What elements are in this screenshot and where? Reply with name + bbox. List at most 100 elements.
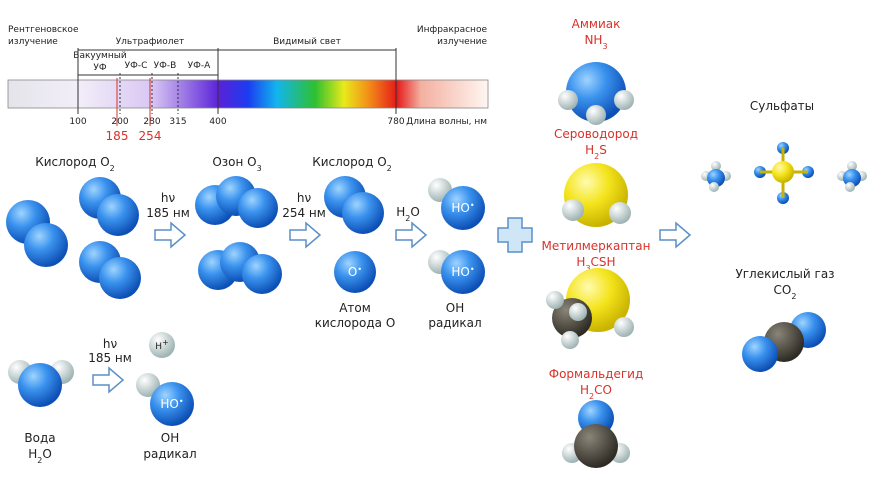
atom [242, 254, 282, 294]
pollutant-formula: H2CO [580, 383, 612, 401]
atom [709, 182, 719, 192]
tick-label: 400 [209, 117, 226, 127]
arrow [92, 367, 124, 393]
formula-part: 2 [37, 456, 42, 465]
label: УФ [93, 63, 106, 73]
formula-part: HO [160, 397, 178, 411]
label: Вода [24, 431, 55, 445]
atom [238, 188, 278, 228]
formula-part: HO [451, 201, 469, 215]
atom [586, 105, 606, 125]
label: УФ-С [125, 61, 148, 71]
atom [609, 202, 631, 224]
label: 185 нм [146, 206, 190, 220]
formula-part: • [357, 265, 362, 274]
formula-part: O [42, 447, 51, 461]
arrow [395, 222, 427, 248]
atom [97, 194, 139, 236]
formula-part: 2 [791, 292, 796, 301]
formula-part: CO [774, 283, 792, 297]
formula-part: Кислород O [312, 155, 386, 169]
label: hν [161, 191, 176, 205]
atom [149, 332, 175, 358]
formula-part: 3 [585, 264, 590, 273]
lamp-line-label: 185 [106, 129, 129, 143]
atom [150, 382, 194, 426]
tick-label: 200 [111, 117, 128, 127]
label: hν [297, 191, 312, 205]
pollutant-formula: H3CSH [576, 255, 615, 273]
atom [566, 62, 626, 122]
formula-part: • [470, 265, 475, 274]
atom [561, 331, 579, 349]
label: hν [103, 337, 118, 351]
lamp-line-label: 254 [139, 129, 162, 143]
atom-label: HO• [451, 265, 474, 280]
formula-part: CSH [591, 255, 616, 269]
tick-label: 780 [387, 117, 404, 127]
tick-label: 315 [169, 117, 186, 127]
label: 254 нм [282, 206, 326, 220]
arrow [289, 222, 321, 248]
atom [569, 303, 587, 321]
formula-part: S [599, 143, 607, 157]
product-formula: CO2 [774, 283, 797, 301]
atom-label: HO• [160, 397, 183, 412]
atom [342, 192, 384, 234]
formula-part: Кислород O [35, 155, 109, 169]
atom [845, 182, 855, 192]
atom-label: H+ [155, 338, 168, 353]
formula-part: 2 [110, 164, 115, 173]
formula-part: • [179, 397, 184, 406]
label: 185 нм [88, 351, 132, 365]
label: излучение [437, 37, 487, 47]
atom [574, 424, 618, 468]
molecule-name: Кислород O2 [312, 155, 392, 173]
pollutant-formula: H2S [585, 143, 607, 161]
tick-label: 280 [143, 117, 160, 127]
atom [18, 363, 62, 407]
atom [441, 250, 485, 294]
formula-part: H [28, 447, 37, 461]
formula-part: HO [451, 265, 469, 279]
label: Ультрафиолет [116, 37, 185, 47]
label: радикал [428, 316, 481, 330]
atom [711, 161, 721, 171]
label: OH [161, 431, 179, 445]
formula-part: 3 [257, 164, 262, 173]
arrow-label: H2O [396, 205, 420, 223]
formula-part: 3 [602, 42, 607, 51]
label: Вакуумный [73, 51, 127, 61]
label: OH [446, 301, 464, 315]
atom [558, 90, 578, 110]
product-name: Углекислый газ [735, 267, 834, 281]
label: излучение [8, 37, 58, 47]
atom [562, 199, 584, 221]
pollutant-name: Сероводород [554, 127, 638, 141]
atom [546, 291, 564, 309]
arrow [659, 222, 691, 248]
atom [334, 251, 376, 293]
formula-part: 2 [594, 152, 599, 161]
pollutant-name: Формальдегид [549, 367, 644, 381]
label: Рентгеновское [8, 25, 79, 35]
formula-part: H [155, 342, 162, 352]
label: Видимый свет [273, 37, 341, 47]
label: кислорода O [315, 316, 396, 330]
label: УФ-А [188, 61, 211, 71]
formula-part: Озон O [212, 155, 256, 169]
atom-label: O• [348, 265, 362, 280]
atom [707, 169, 725, 187]
axis-label: Длина волны, нм [406, 117, 487, 127]
formula-part: H [576, 255, 585, 269]
formula-part: + [162, 338, 169, 347]
label: Инфракрасное [417, 25, 488, 35]
atom [742, 336, 778, 372]
label: радикал [143, 447, 196, 461]
label: УФ-В [154, 61, 177, 71]
spectrum-bar [7, 79, 489, 109]
pollutant-name: Аммиак [572, 17, 621, 31]
formula-part: CO [594, 383, 612, 397]
plus [497, 217, 533, 253]
